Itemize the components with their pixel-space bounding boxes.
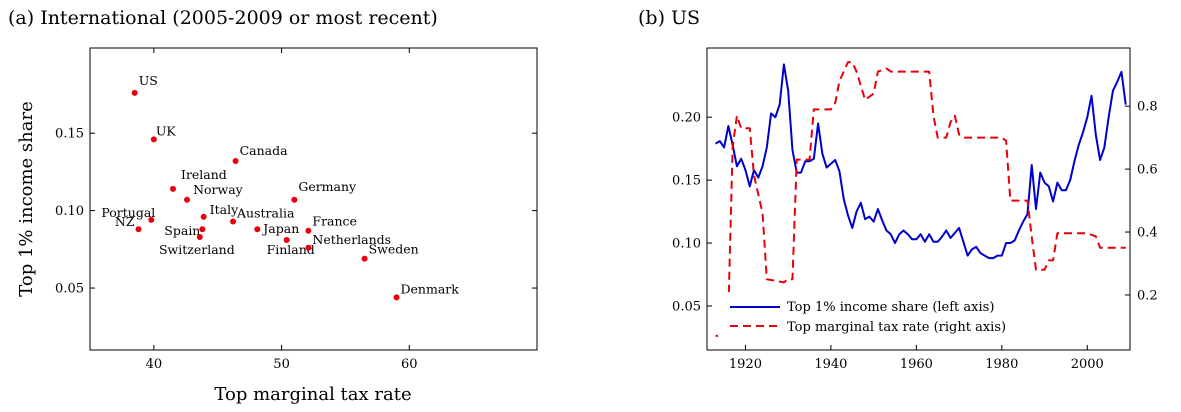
point-ireland xyxy=(170,185,177,192)
point-label-canada: Canada xyxy=(240,143,289,158)
point-norway xyxy=(184,196,191,203)
panel-b-legend: Top 1% income share (left axis) Top marg… xyxy=(718,292,1073,340)
point-us xyxy=(131,89,138,96)
point-italy xyxy=(200,213,207,220)
panel-b-x-ticks: 1920 1940 1960 1980 2000 xyxy=(729,345,1104,372)
point-germany xyxy=(291,196,298,203)
point-finland xyxy=(283,237,290,244)
panel-a-x-axis-label: Top marginal tax rate xyxy=(214,384,411,405)
point-netherlands xyxy=(305,244,312,251)
point-label-sweden: Sweden xyxy=(369,242,419,257)
point-label-nz: NZ xyxy=(115,214,135,229)
left-y-tick-label: 0.20 xyxy=(672,111,701,126)
panel-a-title: (a) International (2005-2009 or most rec… xyxy=(8,7,438,29)
point-label-finland: Finland xyxy=(267,242,315,257)
right-y-tick-label: 0.8 xyxy=(1137,100,1158,115)
panel-b-title: (b) US xyxy=(638,7,700,29)
point-label-us: US xyxy=(139,73,158,88)
point-denmark xyxy=(393,294,400,301)
y-tick-label: 0.10 xyxy=(55,204,84,219)
x-tick-label: 60 xyxy=(401,357,418,372)
panel-a-y-ticks: 0.05 0.10 0.15 xyxy=(55,127,537,297)
point-france xyxy=(305,227,312,234)
panel-b-line: (b) US 1920 1940 1960 1980 2000 0.05 0.10 0.15… xyxy=(638,7,1158,372)
right-y-tick-label: 0.4 xyxy=(1137,226,1158,241)
point-nz xyxy=(135,226,142,233)
point-label-denmark: Denmark xyxy=(401,281,460,296)
series-line-income-share xyxy=(715,63,1127,260)
point-uk xyxy=(150,136,157,143)
point-label-uk: UK xyxy=(156,123,177,138)
x-tick-label: 1980 xyxy=(985,357,1018,372)
panel-a-y-axis-label: Top 1% income share xyxy=(16,101,37,297)
point-label-japan: Japan xyxy=(261,221,299,236)
point-label-norway: Norway xyxy=(193,182,244,197)
point-label-germany: Germany xyxy=(298,179,357,194)
panel-a-scatter: (a) International (2005-2009 or most rec… xyxy=(8,7,538,405)
panel-a-frame xyxy=(89,47,538,351)
point-portugal xyxy=(148,216,155,223)
series-line-tax-rate xyxy=(715,61,1126,337)
right-y-tick-label: 0.2 xyxy=(1137,288,1158,303)
right-y-tick-label: 0.6 xyxy=(1137,163,1158,178)
x-tick-label: 1960 xyxy=(900,357,933,372)
point-label-ireland: Ireland xyxy=(181,167,227,182)
y-tick-label: 0.15 xyxy=(55,127,84,142)
point-japan xyxy=(254,226,261,233)
legend-label-tax-rate: Top marginal tax rate (right axis) xyxy=(787,320,1006,335)
x-tick-label: 40 xyxy=(146,357,163,372)
point-label-portugal: Portugal xyxy=(101,205,155,220)
point-spain xyxy=(199,226,206,233)
point-switzerland xyxy=(196,233,203,240)
point-label-italy: Italy xyxy=(210,202,239,217)
left-y-tick-label: 0.05 xyxy=(672,299,701,314)
panel-a-x-ticks: 40 50 60 xyxy=(146,48,418,372)
point-sweden xyxy=(361,255,368,262)
point-label-switzerland: Switzerland xyxy=(159,242,235,257)
point-label-spain: Spain xyxy=(164,223,200,238)
x-tick-label: 1920 xyxy=(729,357,762,372)
left-y-tick-label: 0.10 xyxy=(672,237,701,252)
legend-box xyxy=(718,292,1073,340)
y-tick-label: 0.05 xyxy=(55,282,84,297)
x-tick-label: 1940 xyxy=(814,357,847,372)
x-tick-label: 50 xyxy=(273,357,290,372)
point-label-france: France xyxy=(312,214,357,229)
left-y-tick-label: 0.15 xyxy=(672,174,701,189)
panel-b-series xyxy=(715,61,1127,337)
panel-b-frame xyxy=(706,47,1131,351)
x-tick-label: 2000 xyxy=(1071,357,1104,372)
legend-label-income-share: Top 1% income share (left axis) xyxy=(787,300,994,315)
point-australia xyxy=(230,218,237,225)
point-label-australia: Australia xyxy=(236,205,295,220)
point-canada xyxy=(232,158,239,165)
panel-b-left-y-ticks: 0.05 0.10 0.15 0.20 xyxy=(672,111,712,314)
point-label-netherlands: Netherlands xyxy=(312,232,391,247)
panel-b-right-y-ticks: 0.2 0.4 0.6 0.8 xyxy=(1125,100,1158,303)
